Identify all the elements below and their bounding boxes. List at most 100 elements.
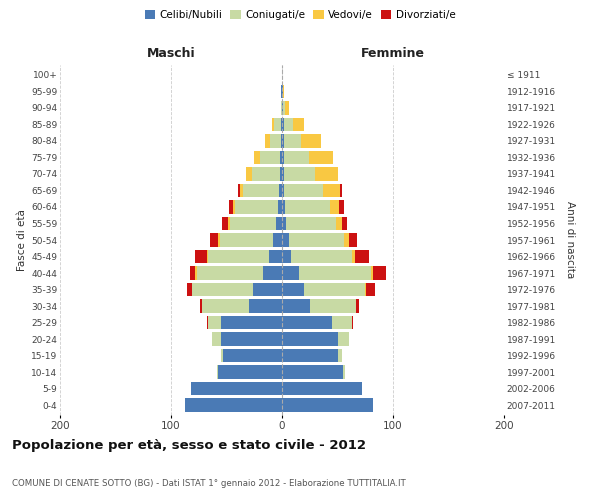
Bar bbox=[187, 283, 192, 296]
Text: COMUNE DI CENATE SOTTO (BG) - Dati ISTAT 1° gennaio 2012 - Elaborazione TUTTITAL: COMUNE DI CENATE SOTTO (BG) - Dati ISTAT… bbox=[12, 478, 406, 488]
Bar bbox=[210, 233, 218, 247]
Bar bbox=[282, 118, 284, 131]
Bar bbox=[233, 200, 235, 214]
Bar bbox=[282, 216, 286, 230]
Bar bbox=[304, 283, 365, 296]
Bar bbox=[221, 349, 223, 362]
Bar bbox=[283, 84, 284, 98]
Bar bbox=[355, 250, 368, 264]
Bar bbox=[252, 167, 280, 180]
Bar bbox=[286, 101, 289, 114]
Bar bbox=[280, 167, 282, 180]
Bar bbox=[247, 167, 252, 180]
Bar bbox=[332, 316, 352, 330]
Bar bbox=[367, 283, 375, 296]
Bar bbox=[281, 101, 282, 114]
Bar bbox=[282, 84, 283, 98]
Bar bbox=[281, 118, 282, 131]
Bar bbox=[240, 184, 243, 197]
Bar bbox=[282, 332, 337, 346]
Bar bbox=[230, 216, 277, 230]
Bar bbox=[284, 118, 293, 131]
Bar bbox=[330, 200, 338, 214]
Bar bbox=[263, 266, 282, 280]
Bar bbox=[286, 216, 337, 230]
Bar bbox=[356, 300, 359, 313]
Bar bbox=[280, 150, 282, 164]
Bar bbox=[235, 200, 278, 214]
Bar bbox=[337, 349, 342, 362]
Bar bbox=[286, 200, 330, 214]
Bar bbox=[284, 150, 308, 164]
Bar bbox=[337, 332, 349, 346]
Bar bbox=[282, 349, 337, 362]
Bar bbox=[282, 184, 284, 197]
Bar bbox=[282, 398, 373, 412]
Text: Maschi: Maschi bbox=[146, 47, 196, 60]
Bar bbox=[282, 134, 284, 147]
Bar bbox=[185, 398, 282, 412]
Text: Femmine: Femmine bbox=[361, 47, 425, 60]
Bar bbox=[227, 216, 230, 230]
Bar bbox=[218, 366, 282, 379]
Bar bbox=[190, 266, 196, 280]
Bar bbox=[289, 233, 344, 247]
Bar bbox=[220, 233, 273, 247]
Bar bbox=[270, 134, 281, 147]
Bar bbox=[342, 216, 347, 230]
Bar bbox=[310, 300, 356, 313]
Bar bbox=[221, 332, 282, 346]
Bar bbox=[197, 266, 263, 280]
Bar bbox=[281, 84, 282, 98]
Bar bbox=[281, 134, 282, 147]
Bar bbox=[349, 233, 358, 247]
Bar bbox=[282, 316, 332, 330]
Bar bbox=[217, 366, 218, 379]
Bar bbox=[371, 266, 373, 280]
Bar bbox=[284, 134, 301, 147]
Bar bbox=[282, 233, 289, 247]
Bar bbox=[269, 250, 282, 264]
Bar bbox=[308, 150, 333, 164]
Bar bbox=[202, 300, 249, 313]
Bar bbox=[338, 200, 344, 214]
Bar bbox=[343, 366, 345, 379]
Bar bbox=[222, 216, 227, 230]
Bar bbox=[352, 250, 355, 264]
Bar bbox=[253, 283, 282, 296]
Bar bbox=[249, 300, 282, 313]
Bar bbox=[282, 382, 362, 396]
Bar bbox=[208, 316, 221, 330]
Bar bbox=[238, 184, 240, 197]
Bar bbox=[293, 118, 304, 131]
Bar bbox=[272, 118, 274, 131]
Bar bbox=[200, 300, 202, 313]
Bar bbox=[254, 150, 260, 164]
Bar bbox=[337, 216, 342, 230]
Legend: Celibi/Nubili, Coniugati/e, Vedovi/e, Divorziati/e: Celibi/Nubili, Coniugati/e, Vedovi/e, Di… bbox=[143, 8, 457, 22]
Bar bbox=[278, 184, 282, 197]
Bar bbox=[243, 184, 278, 197]
Bar bbox=[192, 283, 253, 296]
Bar bbox=[284, 184, 323, 197]
Bar bbox=[365, 283, 367, 296]
Bar bbox=[206, 250, 208, 264]
Bar bbox=[282, 266, 299, 280]
Bar bbox=[282, 283, 304, 296]
Bar bbox=[260, 150, 280, 164]
Bar bbox=[282, 167, 284, 180]
Bar bbox=[282, 300, 310, 313]
Bar bbox=[344, 233, 349, 247]
Bar bbox=[273, 233, 282, 247]
Bar bbox=[208, 250, 269, 264]
Bar bbox=[283, 101, 286, 114]
Bar bbox=[196, 250, 206, 264]
Bar bbox=[340, 184, 342, 197]
Bar bbox=[352, 316, 353, 330]
Bar bbox=[282, 366, 343, 379]
Bar bbox=[265, 134, 270, 147]
Bar bbox=[223, 349, 282, 362]
Y-axis label: Fasce di età: Fasce di età bbox=[17, 209, 27, 271]
Bar bbox=[274, 118, 281, 131]
Bar bbox=[221, 316, 282, 330]
